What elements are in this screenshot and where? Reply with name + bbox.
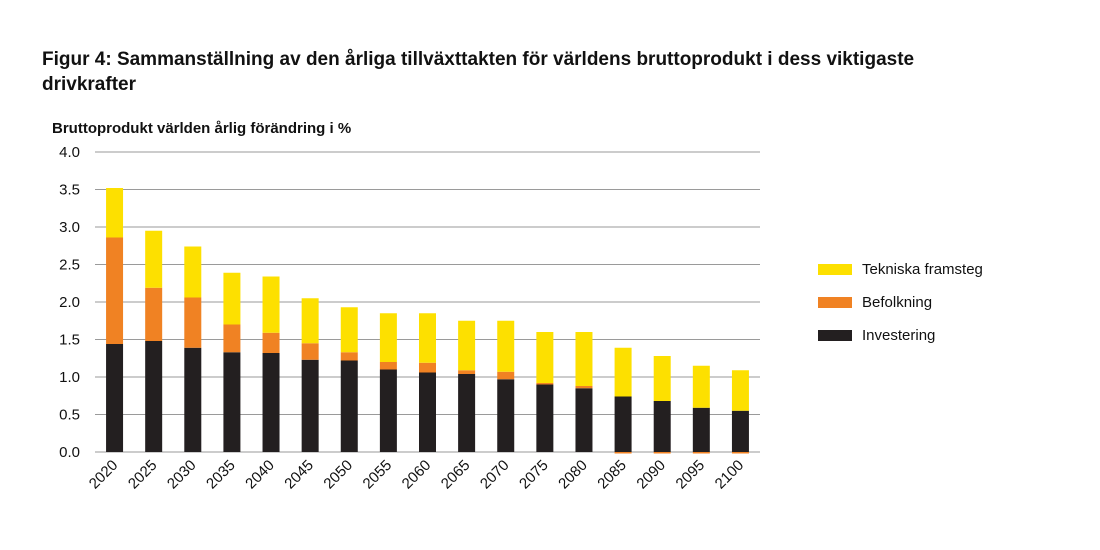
bar-segment-tekniska-framsteg (497, 320, 515, 372)
bar-segment-investering (614, 396, 632, 452)
bar-segment-befolkning (614, 452, 632, 454)
bar-segment-befolkning (340, 352, 358, 361)
bar-segment-tekniska-framsteg (614, 347, 632, 397)
bar-segment-investering (340, 360, 358, 452)
bar-segment-tekniska-framsteg (653, 356, 671, 401)
legend-swatch-befolkning (818, 296, 852, 308)
bar-segment-tekniska-framsteg (340, 307, 358, 353)
bar-segment-investering (497, 379, 515, 452)
bar-segment-tekniska-framsteg (458, 320, 476, 371)
bar-segment-investering (458, 374, 476, 452)
bar-segment-befolkning (536, 383, 554, 385)
x-tick-label: 2060 (399, 457, 435, 493)
legend-item-investering: Investering (818, 324, 983, 346)
bar-segment-investering (145, 341, 163, 452)
x-tick-label: 2095 (673, 457, 709, 493)
x-tick-label: 2065 (438, 457, 474, 493)
bar-segment-tekniska-framsteg (731, 370, 749, 411)
legend-swatch-tekniska-framsteg (818, 263, 852, 275)
bar-segment-tekniska-framsteg (379, 313, 397, 362)
bar-segment-befolkning (419, 362, 436, 373)
bar-segment-investering (731, 410, 749, 452)
x-tick-label: 2080 (555, 457, 591, 493)
bar-segment-investering (575, 388, 593, 452)
bar-segment-befolkning (106, 237, 124, 344)
bar-segment-investering (692, 407, 710, 452)
x-tick-label: 2085 (594, 457, 630, 493)
bar-segment-investering (106, 344, 124, 452)
legend-label: Tekniska framsteg (862, 260, 983, 278)
x-tick-label: 2020 (86, 457, 122, 493)
bar-segment-tekniska-framsteg (419, 313, 436, 363)
y-axis-title: Bruttoprodukt världen årlig förändring i… (52, 120, 352, 137)
bar-segment-befolkning (575, 386, 593, 389)
bar-segment-tekniska-framsteg (536, 332, 554, 383)
bar-segment-tekniska-framsteg (262, 276, 280, 333)
bar-segment-befolkning (223, 324, 241, 353)
bar-segment-befolkning (184, 297, 202, 348)
x-tick-label: 2075 (516, 457, 552, 493)
legend-label: Investering (862, 326, 936, 344)
bar-segment-tekniska-framsteg (106, 188, 124, 238)
bar-segment-tekniska-framsteg (575, 332, 593, 386)
y-axis-ticks: 0.0 0.5 1.0 1.5 2.0 2.5 3.0 3.5 4.0 (59, 144, 80, 461)
bar-segment-tekniska-framsteg (692, 365, 710, 408)
bar-segment-tekniska-framsteg (145, 230, 163, 288)
bar-segment-befolkning (379, 362, 397, 370)
x-tick-label: 2070 (477, 457, 513, 493)
x-tick-label: 2030 (164, 457, 200, 493)
bar-segment-tekniska-framsteg (223, 272, 241, 325)
bar-segment-befolkning (731, 452, 749, 454)
x-tick-label: 2025 (125, 457, 161, 493)
y-tick-label: 0.5 (59, 407, 80, 424)
x-tick-label: 2100 (712, 457, 748, 493)
bar-segment-befolkning (145, 287, 163, 341)
bar-segment-befolkning (301, 343, 319, 360)
bar-segment-befolkning (458, 370, 476, 374)
bar-segment-investering (536, 384, 554, 452)
y-tick-label: 2.0 (59, 294, 80, 311)
y-tick-label: 3.0 (59, 219, 80, 236)
legend-swatch-investering (818, 329, 852, 341)
bar-segment-investering (379, 369, 397, 452)
bar-segment-tekniska-framsteg (184, 246, 202, 298)
bars (106, 188, 749, 454)
bar-segment-investering (184, 347, 202, 452)
bar-segment-tekniska-framsteg (301, 298, 319, 344)
bar-segment-befolkning (262, 332, 280, 353)
x-tick-label: 2045 (281, 457, 317, 493)
x-tick-label: 2090 (633, 457, 669, 493)
legend: Tekniska framsteg Befolkning Investering (818, 258, 983, 357)
x-tick-label: 2040 (242, 457, 278, 493)
y-tick-label: 4.0 (59, 144, 80, 161)
figure-title: Figur 4: Sammanställning av den årliga t… (42, 49, 915, 95)
legend-label: Befolkning (862, 293, 933, 311)
bar-segment-befolkning (653, 452, 671, 454)
legend-item-befolkning: Befolkning (818, 291, 983, 313)
bar-segment-investering (223, 352, 241, 452)
bar-segment-investering (262, 353, 280, 452)
y-tick-label: 2.5 (59, 257, 80, 274)
bar-segment-investering (301, 359, 319, 452)
x-tick-label: 2035 (203, 457, 239, 493)
x-tick-label: 2055 (360, 457, 396, 493)
y-tick-label: 3.5 (59, 182, 80, 199)
legend-item-tekniska-framsteg: Tekniska framsteg (818, 258, 983, 280)
bar-segment-befolkning (692, 452, 710, 454)
x-axis-ticks: 2020 2025 2030 2035 2040 2045 2050 2055 2060 2065… (86, 457, 748, 493)
y-tick-label: 0.0 (59, 444, 80, 461)
x-tick-label: 2050 (320, 457, 356, 493)
y-tick-label: 1.5 (59, 332, 80, 349)
bar-segment-befolkning (497, 371, 515, 380)
bar-segment-investering (419, 372, 436, 452)
y-tick-label: 1.0 (59, 369, 80, 386)
bar-segment-investering (653, 401, 671, 452)
